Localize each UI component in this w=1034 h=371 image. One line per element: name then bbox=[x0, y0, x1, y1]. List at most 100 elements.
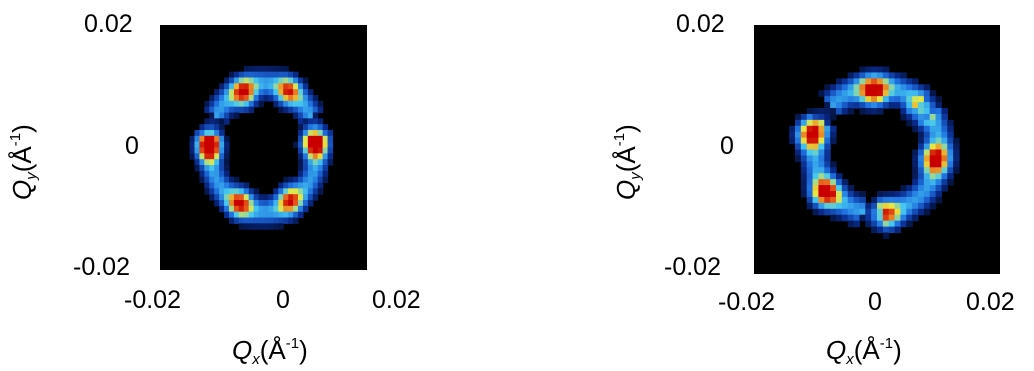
heatmap-cell bbox=[918, 179, 925, 186]
heatmap-cell bbox=[830, 137, 837, 145]
heatmap-cell bbox=[824, 119, 831, 127]
heatmap-cell bbox=[243, 65, 250, 73]
heatmap-cell bbox=[812, 167, 820, 174]
heatmap-cell bbox=[293, 176, 299, 184]
heatmap-cell bbox=[268, 200, 274, 207]
heatmap-cell bbox=[830, 161, 837, 168]
heatmap-cell bbox=[935, 96, 943, 103]
heatmap-cell bbox=[912, 202, 919, 210]
heatmap-cell bbox=[800, 119, 808, 127]
heatmap-cell bbox=[795, 155, 802, 162]
heatmap-cell bbox=[263, 223, 270, 230]
heatmap-cell bbox=[806, 149, 814, 157]
heatmap-cell bbox=[865, 214, 872, 222]
heatmap-cell bbox=[935, 102, 943, 109]
heatmap-cell bbox=[853, 214, 861, 222]
heatmap-cell bbox=[929, 90, 937, 97]
heatmap-cell bbox=[929, 202, 937, 210]
heatmap-cell bbox=[841, 108, 849, 115]
heatmap-cell bbox=[941, 185, 948, 192]
heatmap-cell bbox=[877, 191, 884, 198]
heatmap-cell bbox=[953, 155, 960, 162]
heatmap-cell bbox=[912, 191, 919, 198]
heatmap-cell bbox=[888, 226, 896, 234]
heatmap-cell bbox=[912, 155, 919, 162]
heatmap-cell bbox=[923, 161, 931, 168]
heatmap-cell bbox=[327, 130, 334, 137]
heatmap-cell bbox=[888, 220, 896, 228]
heatmap-cell bbox=[929, 113, 937, 121]
heatmap-cell bbox=[209, 135, 215, 143]
heatmap-cell bbox=[268, 205, 274, 213]
heatmap-cell bbox=[224, 106, 230, 114]
heatmap-cell bbox=[214, 106, 220, 114]
heatmap-cell bbox=[918, 102, 925, 109]
heatmap-cell bbox=[214, 112, 220, 119]
heatmap-cell bbox=[288, 211, 294, 219]
heatmap-cell bbox=[307, 89, 314, 96]
heatmap-cell bbox=[918, 108, 925, 115]
heatmap-cell bbox=[293, 83, 299, 90]
heatmap-cell bbox=[278, 223, 284, 230]
heatmap-cell bbox=[302, 165, 309, 172]
heatmap-cell bbox=[293, 217, 299, 224]
heatmap-cell bbox=[941, 131, 948, 139]
heatmap-cell bbox=[947, 131, 954, 139]
heatmap-cell bbox=[789, 137, 796, 145]
heatmap-cell bbox=[229, 100, 235, 108]
heatmap-cell bbox=[871, 208, 878, 216]
heatmap-cell bbox=[836, 185, 843, 192]
heatmap-cell bbox=[795, 143, 802, 151]
heatmap-cell bbox=[327, 159, 334, 166]
heatmap-cell bbox=[233, 182, 240, 189]
heatmap-cell bbox=[307, 124, 314, 131]
heatmap-cell bbox=[923, 208, 931, 216]
heatmap-cell bbox=[199, 135, 205, 143]
heatmap-cell bbox=[278, 95, 284, 102]
heatmap-cell bbox=[841, 84, 849, 91]
heatmap-cell bbox=[214, 182, 220, 189]
heatmap-cell bbox=[882, 226, 890, 234]
heatmap-cell bbox=[841, 179, 849, 186]
heatmap-cell bbox=[830, 84, 837, 91]
heatmap-cell bbox=[847, 72, 855, 79]
heatmap-cell bbox=[322, 165, 329, 172]
heatmap-cell bbox=[273, 223, 279, 230]
heatmap-cell bbox=[204, 130, 210, 137]
heatmap-cell bbox=[224, 141, 230, 149]
heatmap-cell bbox=[219, 89, 225, 96]
heatmap-cell bbox=[847, 84, 855, 91]
heatmap-cell bbox=[278, 106, 284, 114]
heatmap-cell bbox=[317, 182, 324, 189]
heatmap-cell bbox=[865, 202, 872, 210]
heatmap-cell bbox=[302, 159, 309, 166]
heatmap-cell bbox=[298, 211, 304, 219]
heatmap-cell bbox=[906, 102, 913, 109]
heatmap-cell bbox=[273, 194, 279, 201]
heatmap-cell bbox=[830, 167, 837, 174]
left-x-label-symbol: Q bbox=[232, 335, 253, 365]
heatmap-cell bbox=[317, 176, 324, 184]
heatmap-cell bbox=[288, 83, 294, 90]
heatmap-cell bbox=[298, 95, 304, 102]
heatmap-cell bbox=[258, 83, 265, 90]
left-x-label-sub: x bbox=[252, 351, 260, 368]
heatmap-cell bbox=[283, 83, 289, 90]
heatmap-cell bbox=[273, 89, 279, 96]
heatmap-cell bbox=[859, 191, 866, 198]
heatmap-cell bbox=[894, 84, 902, 91]
heatmap-cell bbox=[209, 182, 215, 189]
heatmap-cell bbox=[224, 194, 230, 201]
heatmap-cell bbox=[243, 71, 250, 79]
heatmap-cell bbox=[214, 188, 220, 195]
heatmap-cell bbox=[923, 202, 931, 210]
heatmap-cell bbox=[812, 125, 820, 133]
heatmap-cell bbox=[302, 83, 309, 90]
heatmap-cell bbox=[302, 130, 309, 137]
heatmap-cell bbox=[818, 196, 825, 204]
heatmap-cell bbox=[923, 196, 931, 204]
heatmap-cell bbox=[243, 200, 250, 207]
heatmap-cell bbox=[935, 108, 943, 115]
heatmap-cell bbox=[935, 196, 943, 204]
heatmap-cell bbox=[847, 90, 855, 97]
